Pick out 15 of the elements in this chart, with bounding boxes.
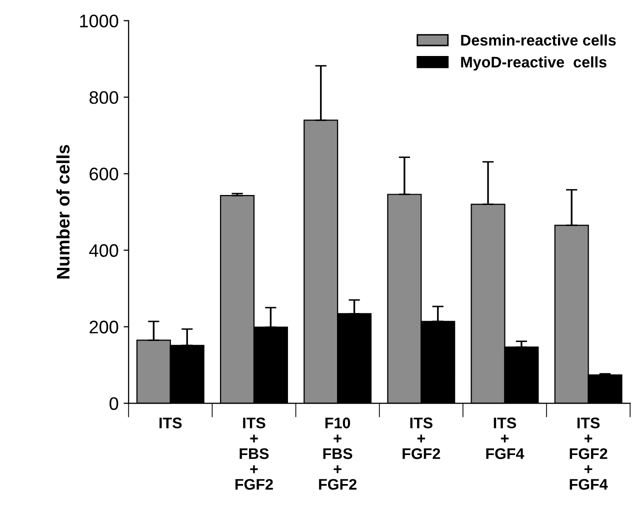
legend-label: Desmin-reactive cells — [461, 34, 616, 46]
x-tick-label: ITS + FGF2 — [402, 418, 440, 460]
y-tick-label: 1000 — [80, 14, 118, 28]
y-tick-label: 800 — [90, 91, 118, 104]
x-tick-label: ITS + FBS + FGF2 — [235, 418, 273, 490]
y-tick-label: 0 — [110, 397, 118, 410]
x-tick-label: ITS + FGF4 — [486, 418, 524, 460]
y-axis-title: Number of cells — [56, 144, 70, 278]
x-tick-label: F10 + FBS + FGF2 — [319, 418, 356, 490]
y-tick-label: 400 — [89, 244, 118, 257]
x-tick-label: ITS + FGF2 + FGF4 — [570, 418, 608, 490]
y-tick-label: 600 — [90, 168, 118, 180]
x-tick-label: ITS — [160, 418, 182, 428]
legend-label: MyoD-reactive cells — [461, 56, 606, 71]
y-tick-label: 200 — [90, 320, 118, 334]
